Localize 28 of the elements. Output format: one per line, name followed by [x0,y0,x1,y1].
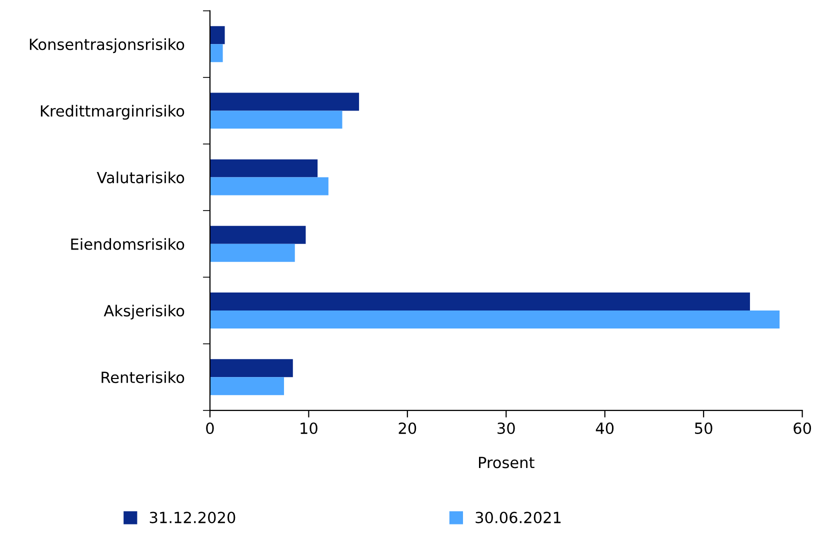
bar [210,359,293,378]
x-tick-label: 10 [300,422,318,434]
bar [210,244,295,262]
x-tick-label: 20 [398,422,416,434]
x-tick-label: 40 [596,422,614,434]
y-tick-label: Eiendomsrisiko [71,238,184,250]
x-tick-label: 50 [695,422,712,434]
bar [210,92,360,111]
bar [210,44,223,62]
bar [210,26,225,44]
bar [210,226,306,244]
y-tick-label: Valutarisiko [96,171,184,184]
bar [210,292,750,310]
y-tick-label: Kredittmarginrisiko [40,104,184,120]
bar [210,159,318,178]
bar [210,177,328,196]
x-tick-label: 0 [206,422,214,434]
legend-label: 31.12.2020 [150,512,236,524]
x-tick-label: 30 [498,422,515,434]
bar [210,377,284,396]
x-tick-label: 60 [794,422,811,434]
y-tick-label: Aksjerisiko [104,304,184,320]
legend-label: 30.06.2021 [476,512,561,524]
bar [210,310,780,328]
x-axis-title: Prosent [479,456,534,468]
bar [210,110,342,129]
y-tick-label: Renterisiko [102,371,184,384]
y-tick-label: Konsentrasjonsrisiko [30,38,184,54]
